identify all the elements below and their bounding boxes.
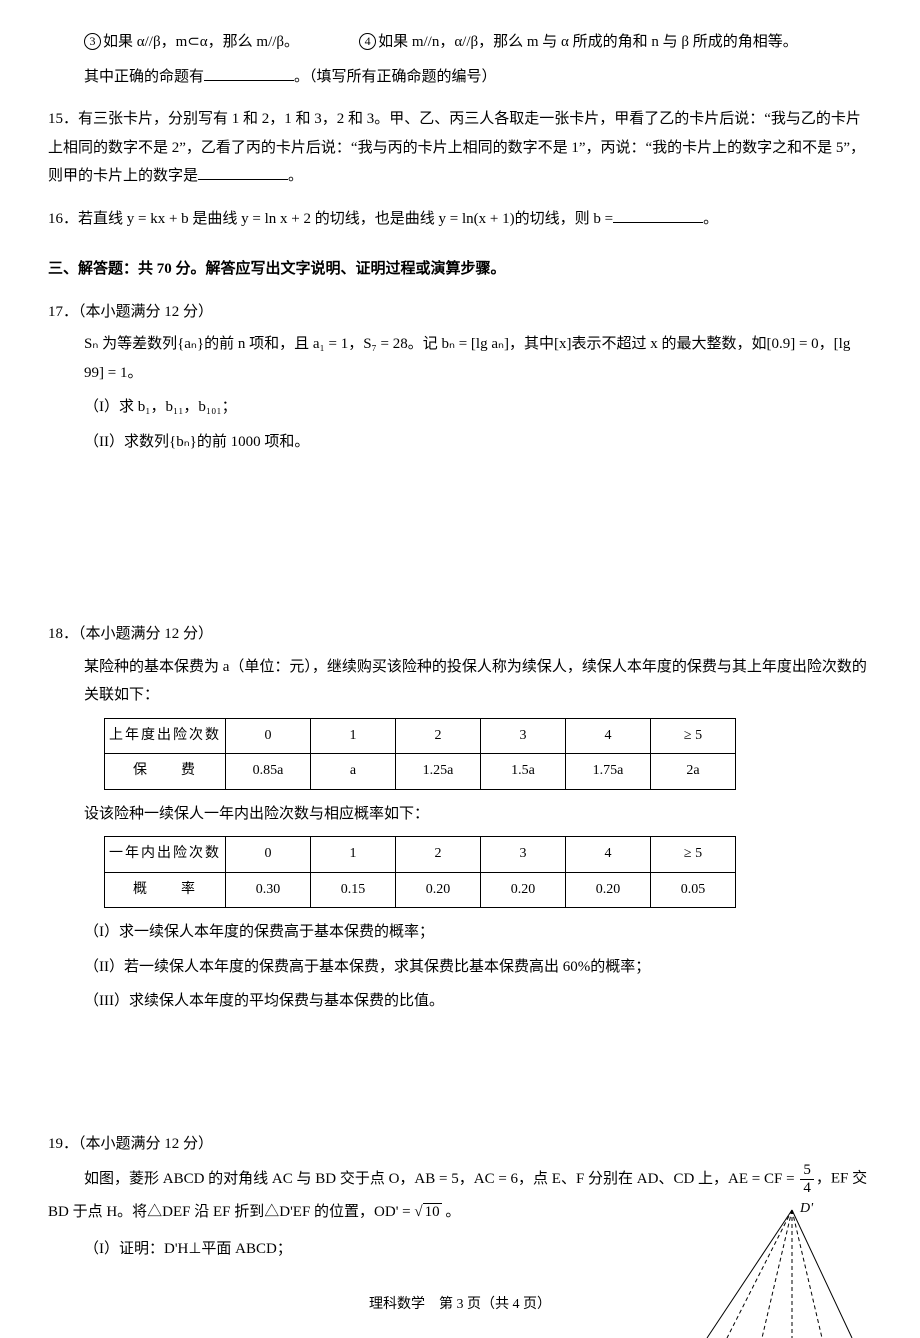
t2-r2-c1: 0.15: [311, 872, 396, 908]
q14-tail: 其中正确的命题有 。（填写所有正确命题的编号）: [48, 63, 872, 92]
q14-tail-pre: 其中正确的命题有: [84, 69, 204, 85]
q19-num: 19．: [48, 1136, 78, 1152]
t1-r2-c1: a: [311, 754, 396, 790]
t1-r1-c5: ≥ 5: [651, 718, 736, 754]
table-row: 概 率 0.30 0.15 0.20 0.20 0.20 0.05: [105, 872, 736, 908]
t1-r1-c4: 4: [566, 718, 651, 754]
q18: 18．（本小题满分 12 分） 某险种的基本保费为 a（单位：元），继续购买该险…: [48, 620, 872, 1016]
q18-table2: 一年内出险次数 0 1 2 3 4 ≥ 5 概 率 0.30 0.15 0.20…: [104, 836, 736, 908]
q18-part1: （I）求一续保人本年度的保费高于基本保费的概率；: [48, 918, 872, 947]
t1-r2-hdr: 保 费: [105, 754, 226, 790]
q19-line1-post: 。: [442, 1204, 461, 1220]
q15-body-post: 。: [288, 168, 303, 184]
q17: 17．（本小题满分 12 分） Sₙ 为等差数列{aₙ}的前 n 项和，且 a₁…: [48, 298, 872, 457]
q18-part3: （III）求续保人本年度的平均保费与基本保费的比值。: [48, 987, 872, 1016]
t1-r1-hdr: 上年度出险次数: [105, 718, 226, 754]
q19-points: （本小题满分 12 分）: [78, 1136, 213, 1152]
q15-num: 15．: [48, 111, 78, 127]
table-row: 上年度出险次数 0 1 2 3 4 ≥ 5: [105, 718, 736, 754]
q17-points: （本小题满分 12 分）: [78, 304, 213, 320]
frac-den: 4: [800, 1180, 814, 1197]
t2-r1-hdr: 一年内出险次数: [105, 837, 226, 873]
q16: 16．若直线 y = kx + b 是曲线 y = ln x + 2 的切线，也…: [48, 205, 872, 234]
q14-blank: [204, 65, 294, 81]
q18-intro: 某险种的基本保费为 a（单位：元），继续购买该险种的投保人称为续保人，续保人本年…: [48, 653, 872, 710]
workspace-gap-2: [48, 1016, 872, 1116]
t2-r2-c4: 0.20: [566, 872, 651, 908]
q14-tail-post: 。（填写所有正确命题的编号）: [294, 69, 497, 85]
q14-opt3: 3如果 α//β，m⊂α，那么 m//β。: [84, 28, 299, 57]
sqrt-10: √10: [414, 1196, 441, 1229]
t2-r1-c3: 3: [481, 837, 566, 873]
t1-r2-c2: 1.25a: [396, 754, 481, 790]
t1-r2-c3: 1.5a: [481, 754, 566, 790]
table-row: 保 费 0.85a a 1.25a 1.5a 1.75a 2a: [105, 754, 736, 790]
q18-num: 18．: [48, 626, 78, 642]
fraction-5-4: 54: [800, 1162, 814, 1196]
q15-blank: [198, 164, 288, 180]
q14-opt4-text: 如果 m//n，α//β，那么 m 与 α 所成的角和 n 与 β 所成的角相等…: [378, 34, 798, 50]
q17-num: 17．: [48, 304, 78, 320]
figure-label-dprime: D': [799, 1201, 814, 1216]
q16-blank: [613, 207, 703, 223]
t2-r1-c0: 0: [226, 837, 311, 873]
sqrt-radicand: 10: [423, 1203, 442, 1220]
t2-r2-hdr: 概 率: [105, 872, 226, 908]
table-row: 一年内出险次数 0 1 2 3 4 ≥ 5: [105, 837, 736, 873]
q14-opt4: 4如果 m//n，α//β，那么 m 与 α 所成的角和 n 与 β 所成的角相…: [359, 28, 798, 57]
q18-mid: 设该险种一续保人一年内出险次数与相应概率如下：: [48, 800, 872, 829]
q18-part2: （II）若一续保人本年度的保费高于基本保费，求其保费比基本保费高出 60%的概率…: [48, 953, 872, 982]
t2-r2-c3: 0.20: [481, 872, 566, 908]
t1-r1-c0: 0: [226, 718, 311, 754]
q14-opt3-text: 如果 α//β，m⊂α，那么 m//β。: [103, 34, 299, 50]
t2-r1-c5: ≥ 5: [651, 837, 736, 873]
exam-page: 3如果 α//β，m⊂α，那么 m//β。 4如果 m//n，α//β，那么 m…: [0, 0, 920, 1338]
q17-body: Sₙ 为等差数列{aₙ}的前 n 项和，且 a₁ = 1，S₇ = 28。记 b…: [48, 330, 872, 387]
q19-line1-pre: 如图，菱形 ABCD 的对角线 AC 与 BD 交于点 O，AB = 5，AC …: [48, 1171, 798, 1187]
q15-body-pre: 有三张卡片，分别写有 1 和 2，1 和 3，2 和 3。甲、乙、丙三人各取走一…: [48, 111, 865, 184]
q16-body-post: 。: [703, 211, 718, 227]
t2-r2-c0: 0.30: [226, 872, 311, 908]
q16-body-pre: 若直线 y = kx + b 是曲线 y = ln x + 2 的切线，也是曲线…: [78, 211, 613, 227]
t2-r1-c2: 2: [396, 837, 481, 873]
workspace-gap-1: [48, 456, 872, 606]
t1-r1-c1: 1: [311, 718, 396, 754]
q18-points: （本小题满分 12 分）: [78, 626, 213, 642]
circled-3-icon: 3: [84, 33, 101, 50]
frac-num: 5: [800, 1162, 814, 1180]
t1-r1-c3: 3: [481, 718, 566, 754]
q17-part1: （I）求 b₁，b₁₁，b₁₀₁；: [48, 393, 872, 422]
q18-table1: 上年度出险次数 0 1 2 3 4 ≥ 5 保 费 0.85a a 1.25a …: [104, 718, 736, 790]
t2-r2-c5: 0.05: [651, 872, 736, 908]
t2-r1-c4: 4: [566, 837, 651, 873]
t1-r1-c2: 2: [396, 718, 481, 754]
circled-4-icon: 4: [359, 33, 376, 50]
q16-num: 16．: [48, 211, 78, 227]
t1-r2-c5: 2a: [651, 754, 736, 790]
q19-figure: D': [692, 1198, 872, 1338]
t1-r2-c0: 0.85a: [226, 754, 311, 790]
q17-part2: （II）求数列{bₙ}的前 1000 项和。: [48, 428, 872, 457]
t2-r1-c1: 1: [311, 837, 396, 873]
section-3-title: 三、解答题：共 70 分。解答应写出文字说明、证明过程或演算步骤。: [48, 255, 872, 284]
q17-body-text: Sₙ 为等差数列{aₙ}的前 n 项和，且 a₁ = 1，S₇ = 28。记 b…: [48, 336, 850, 381]
q14-options-row: 3如果 α//β，m⊂α，那么 m//β。 4如果 m//n，α//β，那么 m…: [48, 28, 872, 57]
q15: 15．有三张卡片，分别写有 1 和 2，1 和 3，2 和 3。甲、乙、丙三人各…: [48, 105, 872, 191]
t2-r2-c2: 0.20: [396, 872, 481, 908]
t1-r2-c4: 1.75a: [566, 754, 651, 790]
